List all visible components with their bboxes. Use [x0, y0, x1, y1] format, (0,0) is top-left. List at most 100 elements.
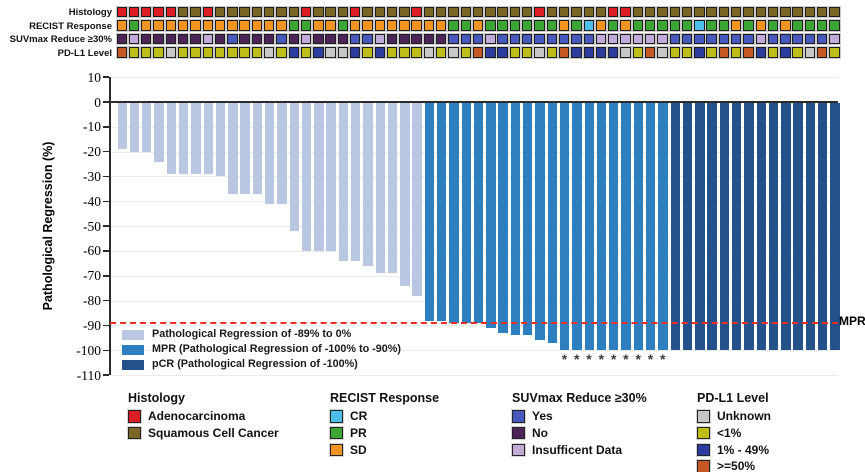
- annotation-square: [276, 47, 287, 58]
- annotation-square: [386, 47, 398, 58]
- annotation-square: [497, 33, 508, 45]
- plot-legend-label: Pathological Regression of -89% to 0%: [152, 328, 352, 340]
- y-axis-tick: [103, 349, 109, 352]
- y-axis-tick: [103, 101, 109, 103]
- legend-item-label: No: [532, 425, 548, 440]
- waterfall-bar: [535, 103, 545, 341]
- asterisk-marker: *: [598, 351, 605, 368]
- annotation-square: [669, 47, 680, 58]
- waterfall-bar: [473, 103, 484, 323]
- asterisk-marker: *: [647, 351, 654, 368]
- annotation-square: [337, 47, 349, 58]
- annotation-square: [472, 33, 484, 45]
- waterfall-bar: [805, 103, 816, 351]
- annotation-square: [448, 6, 459, 17]
- annotation-square: [595, 33, 607, 45]
- annotation-square: [202, 47, 213, 58]
- y-axis-title: Pathological Regression (%): [41, 141, 55, 311]
- annotation-square: [718, 6, 730, 17]
- waterfall-bar: [400, 103, 410, 286]
- annotation-square: [116, 47, 127, 58]
- annotation-square: [755, 6, 766, 17]
- plot-legend-swatch: [122, 344, 144, 356]
- annotation-square: [755, 47, 766, 58]
- waterfall-bar: [203, 103, 213, 175]
- annotation-square: [214, 20, 226, 31]
- annotation-square: [374, 33, 385, 45]
- annotation-square: [411, 20, 422, 31]
- waterfall-bar: [781, 103, 791, 351]
- waterfall-bar: [449, 103, 459, 323]
- waterfall-bar: [129, 103, 140, 152]
- annotation-square: [718, 20, 730, 31]
- annotation-square: [313, 47, 324, 58]
- annotation-square: [829, 47, 840, 58]
- asterisk-marker: *: [623, 351, 629, 368]
- annotation-square: [141, 33, 152, 45]
- annotation-square: [436, 6, 447, 17]
- waterfall-bar: [375, 103, 385, 274]
- annotation-square: [313, 33, 324, 45]
- legend-item-swatch: [128, 426, 141, 440]
- annotation-square: [300, 6, 312, 17]
- annotation-square: [804, 33, 816, 45]
- waterfall-bar: [264, 103, 275, 204]
- annotation-square: [657, 47, 668, 58]
- waterfall-bar: [338, 103, 349, 261]
- track-label-2: RECIST Response: [29, 20, 112, 32]
- waterfall-bar: [277, 103, 287, 204]
- waterfall-bar: [412, 103, 422, 296]
- y-tick-label: -80: [83, 293, 101, 309]
- annotation-square: [337, 20, 349, 31]
- waterfall-bar: [424, 103, 435, 321]
- annotation-square: [214, 6, 226, 17]
- annotation-square: [337, 33, 349, 45]
- waterfall-bar: [818, 103, 828, 351]
- annotation-square: [153, 20, 164, 31]
- annotation-square: [522, 33, 533, 45]
- annotation-square: [608, 20, 619, 31]
- y-axis-tick: [103, 250, 109, 252]
- waterfall-bar: [166, 103, 177, 175]
- legend-item-swatch: [330, 410, 343, 423]
- annotation-square: [337, 6, 349, 17]
- annotation-square: [595, 6, 607, 17]
- annotation-square: [141, 47, 152, 58]
- annotation-square: [227, 47, 238, 58]
- waterfall-bar: [584, 103, 594, 351]
- waterfall-bar: [707, 103, 717, 351]
- waterfall-bar: [437, 103, 447, 321]
- y-axis-tick: [103, 225, 109, 227]
- annotation-square: [522, 6, 533, 17]
- annotation-square: [792, 33, 803, 45]
- annotation-square: [694, 20, 705, 31]
- y-tick-label: -20: [83, 144, 101, 160]
- annotation-square: [743, 20, 754, 31]
- annotation-square: [288, 20, 299, 31]
- asterisk-marker: *: [635, 351, 641, 368]
- legend-item-swatch: [697, 410, 710, 423]
- annotation-square: [153, 33, 164, 45]
- annotation-square: [804, 20, 816, 31]
- waterfall-bar: [756, 103, 766, 351]
- annotation-square: [263, 20, 275, 31]
- annotation-square: [534, 33, 545, 45]
- y-tick-label: -70: [83, 268, 101, 284]
- annotation-square: [534, 6, 545, 17]
- annotation-square: [509, 20, 521, 31]
- y-axis-tick: [103, 200, 109, 203]
- annotation-square: [558, 20, 570, 31]
- annotation-square: [522, 20, 533, 31]
- annotation-square: [386, 6, 398, 17]
- annotation-square: [644, 6, 656, 17]
- waterfall-bar: [523, 103, 533, 336]
- gridline: [110, 350, 838, 352]
- annotation-square: [190, 47, 201, 58]
- annotation-square: [436, 47, 447, 58]
- legend-item-swatch: [330, 426, 343, 440]
- waterfall-bar: [191, 103, 201, 175]
- annotation-square: [227, 20, 238, 31]
- y-tick-label: -30: [83, 168, 101, 184]
- annotation-square: [362, 47, 373, 58]
- waterfall-bar: [240, 103, 250, 194]
